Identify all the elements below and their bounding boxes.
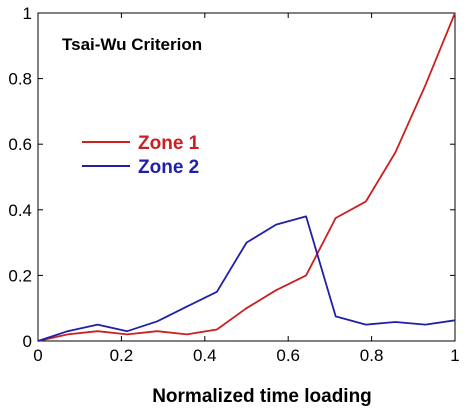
x-axis-label: Normalized time loading — [152, 386, 372, 407]
y-tick-label: 0.8 — [8, 70, 32, 89]
y-axis: 0 0.2 0.4 0.6 0.8 1 — [8, 4, 455, 351]
x-tick-label: 1 — [450, 346, 459, 365]
legend-label: Zone 2 — [138, 157, 199, 178]
x-tick-label: 0.2 — [110, 346, 134, 365]
x-tick-label: 0 — [33, 346, 42, 365]
legend-label: Zone 1 — [138, 133, 200, 154]
legend: Zone 1 Zone 2 — [82, 133, 200, 178]
series-line-zone-2 — [37, 215, 456, 342]
x-axis: 0 0.2 0.4 0.6 0.8 1 — [33, 13, 460, 365]
chart-title: Tsai-Wu Criterion — [62, 35, 202, 54]
y-tick-label: 1 — [23, 4, 32, 23]
y-tick-label: 0.6 — [8, 135, 32, 154]
plot-area — [37, 12, 456, 342]
series-layer — [37, 12, 456, 342]
series-line-zone-1 — [37, 12, 456, 342]
y-tick-label: 0.2 — [8, 266, 32, 285]
y-tick-label: 0.4 — [8, 201, 32, 220]
x-tick-label: 0.8 — [360, 346, 384, 365]
x-tick-label: 0.4 — [193, 346, 217, 365]
y-tick-label: 0 — [23, 332, 32, 351]
x-tick-label: 0.6 — [276, 346, 300, 365]
